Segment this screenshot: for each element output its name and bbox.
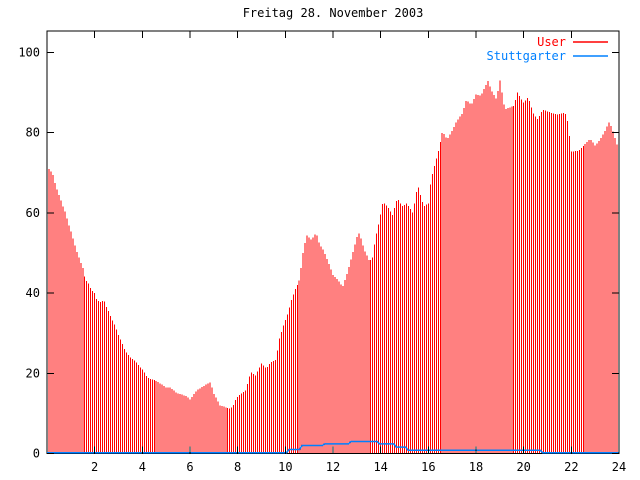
- y-axis-label: 60: [26, 206, 40, 220]
- legend-label-user: User: [537, 35, 566, 49]
- x-axis-label: 6: [186, 460, 193, 474]
- x-axis-label: 22: [564, 460, 578, 474]
- y-axis-label: 0: [33, 447, 40, 461]
- x-axis-label: 2: [91, 460, 98, 474]
- x-axis-label: 16: [421, 460, 435, 474]
- y-axis-label: 40: [26, 286, 40, 300]
- chart-title: Freitag 28. November 2003: [242, 6, 424, 20]
- y-axis-label: 100: [18, 46, 40, 60]
- x-axis-label: 20: [516, 460, 530, 474]
- y-axis-label: 20: [26, 366, 40, 380]
- x-axis-label: 4: [139, 460, 146, 474]
- x-axis-label: 24: [612, 460, 626, 474]
- x-axis-label: 8: [234, 460, 241, 474]
- x-axis-label: 10: [278, 460, 292, 474]
- x-axis-label: 18: [469, 460, 483, 474]
- stuttgarter-line: [47, 440, 619, 454]
- x-axis-label: 14: [373, 460, 387, 474]
- x-axis-label: 12: [326, 460, 340, 474]
- y-axis-label: 80: [26, 126, 40, 140]
- legend-label-stuttgarter: Stuttgarter: [487, 49, 566, 63]
